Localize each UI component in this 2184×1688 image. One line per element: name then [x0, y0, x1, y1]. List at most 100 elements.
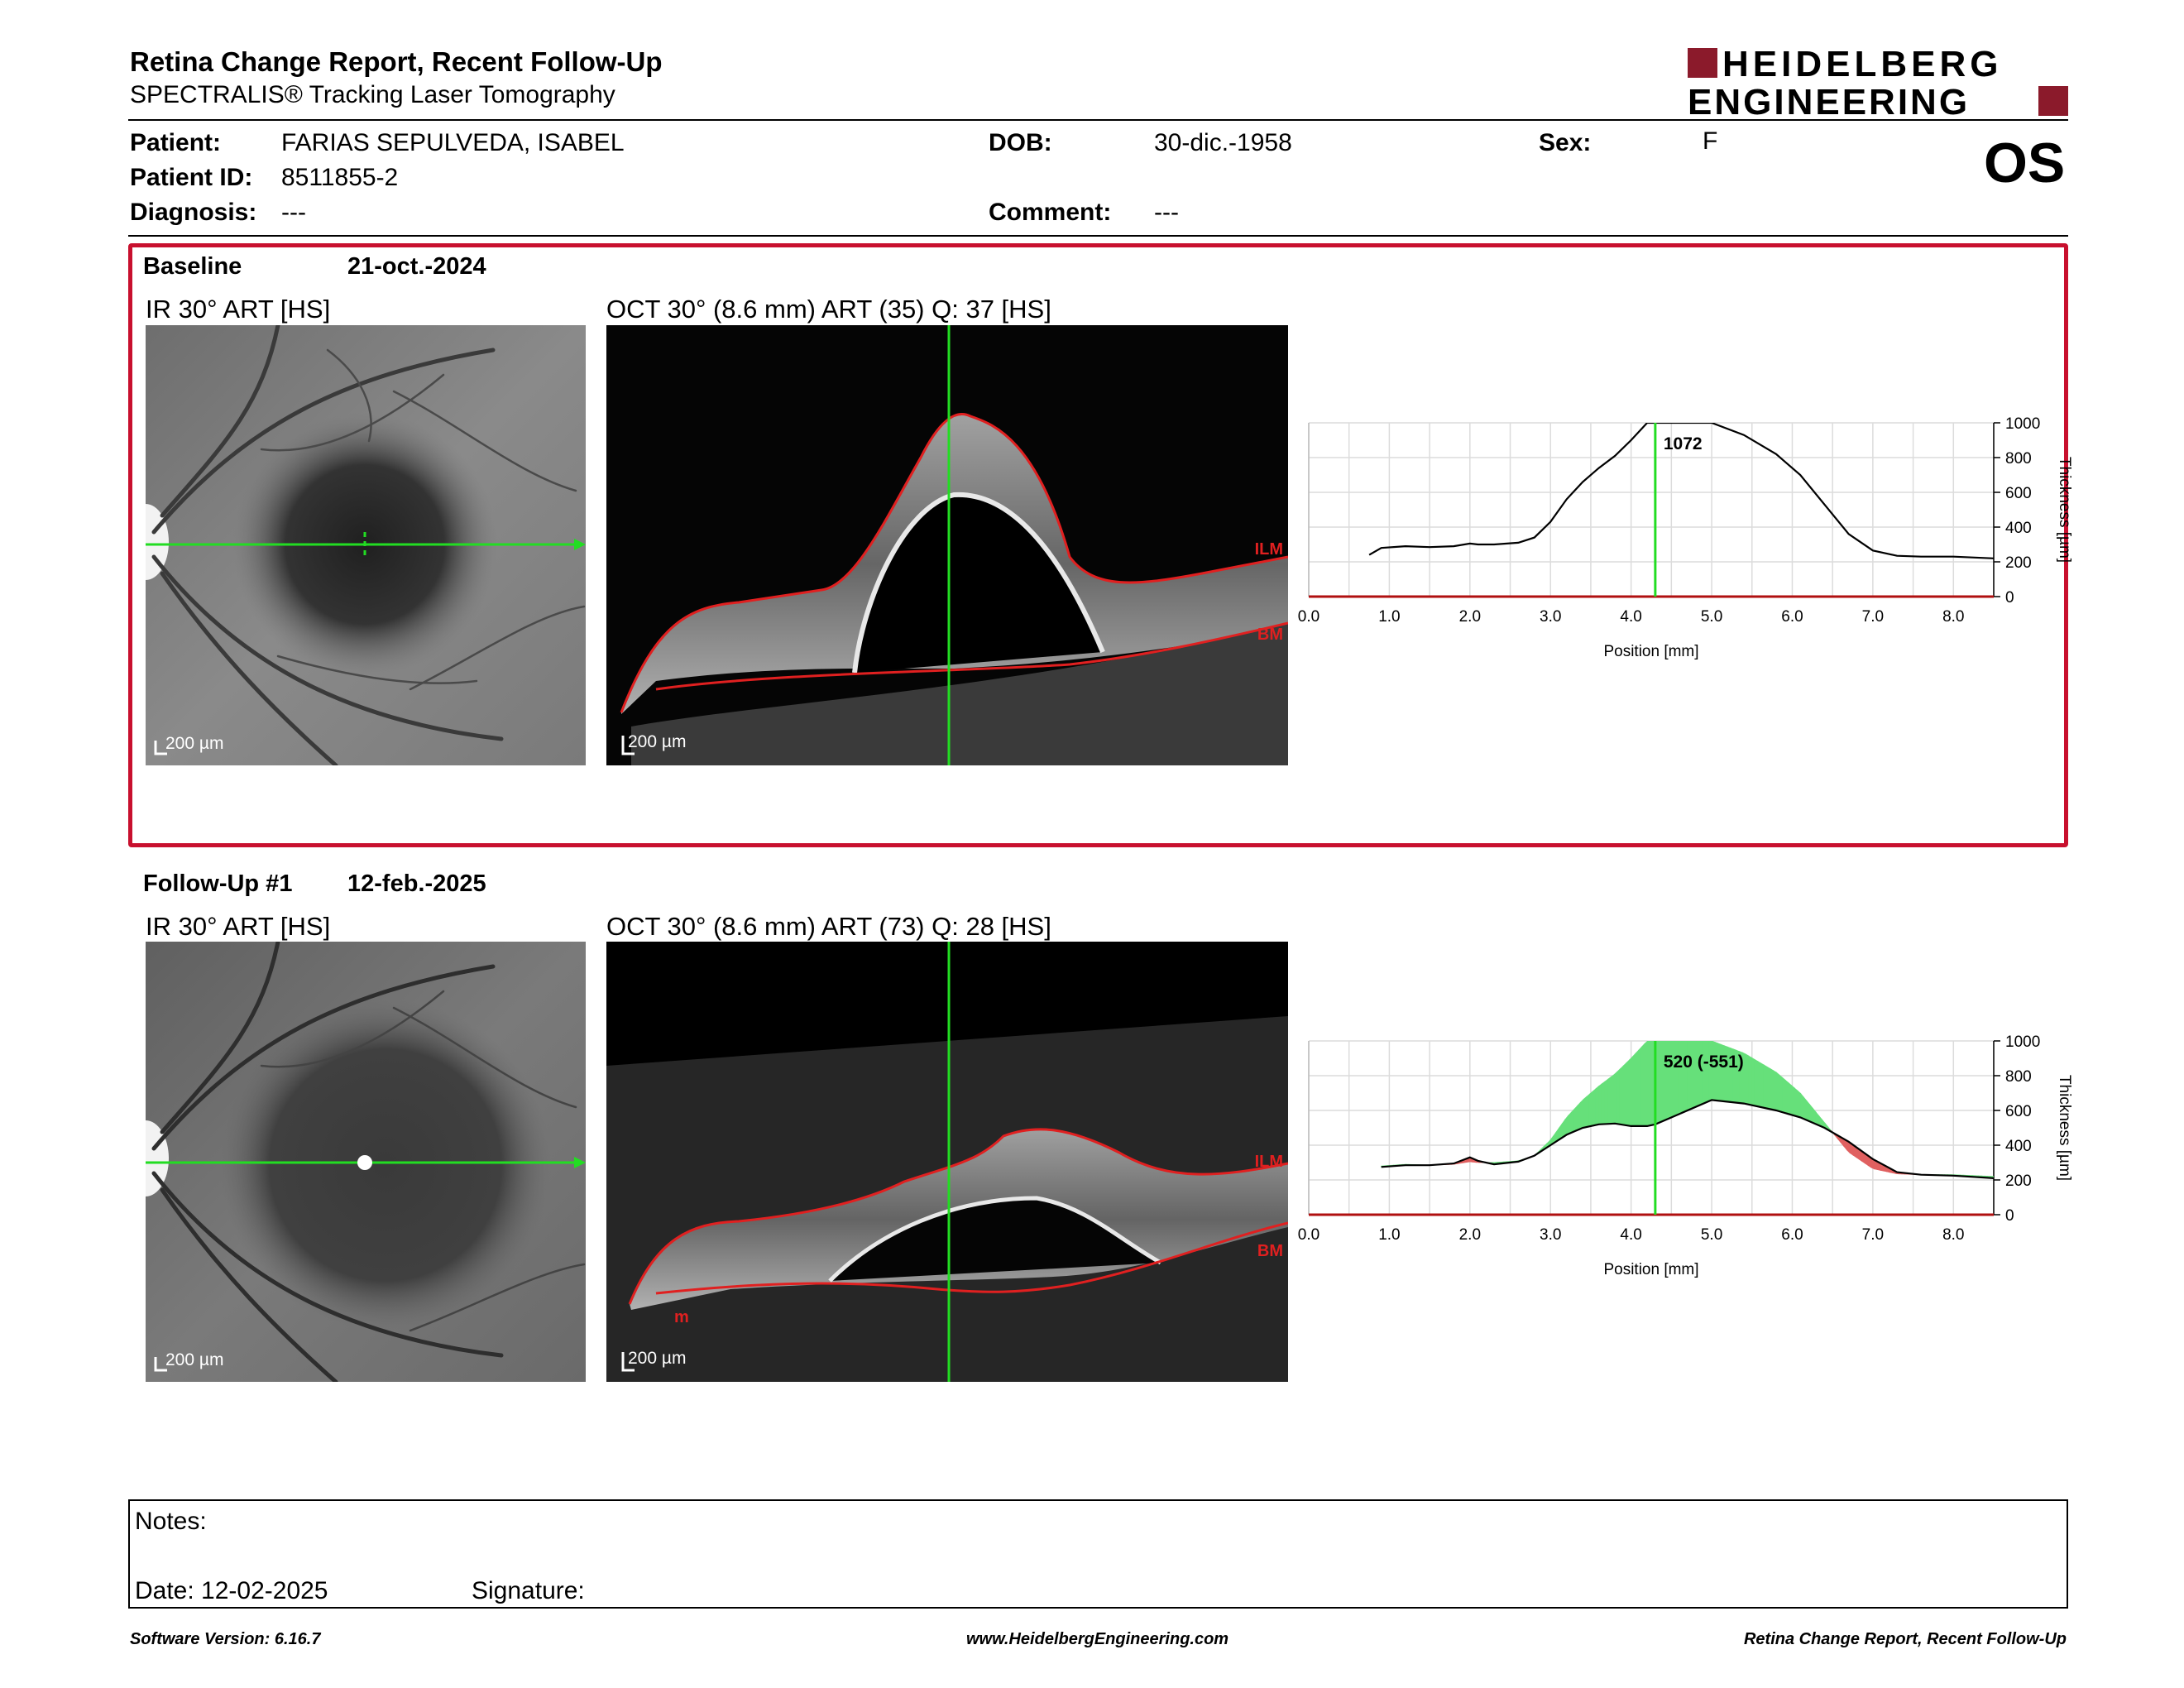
- followup-chart-xtick: 7.0: [1862, 1226, 1884, 1244]
- followup-date: 12-feb.-2025: [347, 870, 486, 897]
- followup-chart-diff-fill: [1782, 1077, 1786, 1114]
- followup-chart-xtick: 2.0: [1459, 1226, 1481, 1244]
- sex-value: F: [1703, 127, 1718, 155]
- followup-chart-diff-fill: [1702, 1041, 1707, 1105]
- followup-chart-diff-fill: [1794, 1087, 1798, 1118]
- patient-label: Patient:: [130, 129, 222, 156]
- followup-chart-diff-fill: [1622, 1062, 1627, 1126]
- followup-chart-diff-fill: [1784, 1079, 1789, 1115]
- diagnosis-label: Diagnosis:: [130, 199, 257, 226]
- followup-chart-diff-fill: [1631, 1053, 1636, 1127]
- sex-label: Sex:: [1539, 129, 1592, 156]
- followup-ir-fundus-image[interactable]: 200 µm: [146, 942, 586, 1382]
- baseline-chart-xlabel: Position [mm]: [1603, 643, 1698, 660]
- followup-oct-bscan[interactable]: ILM BM m 200 µm: [606, 942, 1288, 1382]
- logo-line1: HEIDELBERG: [1722, 45, 2002, 84]
- followup-chart-diff-fill: [1754, 1058, 1759, 1107]
- followup-chart-diff-fill: [1773, 1070, 1777, 1111]
- baseline-chart-xtick: 1.0: [1378, 608, 1400, 626]
- followup-chart-diff-fill: [1640, 1043, 1645, 1127]
- followup-chart-diff-fill: [1800, 1092, 1804, 1120]
- software-version: Software Version: 6.16.7: [130, 1630, 321, 1648]
- followup-chart-diff-fill: [1656, 1041, 1660, 1125]
- followup-chart-ylabel: Thickness [µm]: [2056, 1075, 2073, 1181]
- followup-chart-diff-fill: [1788, 1081, 1793, 1115]
- baseline-ir-scale: 200 µm: [165, 734, 223, 753]
- website-link[interactable]: www.HeidelbergEngineering.com: [966, 1630, 1229, 1648]
- followup-chart-diff-fill: [1684, 1041, 1688, 1113]
- followup-chart-diff-fill: [1687, 1041, 1691, 1111]
- baseline-oct-bscan[interactable]: ILM BM 200 µm: [606, 325, 1288, 765]
- header-divider: [128, 119, 2068, 121]
- followup-chart-xtick: 8.0: [1942, 1226, 1964, 1244]
- followup-chart-diff-fill: [1601, 1081, 1606, 1125]
- followup-chart-diff-fill: [1635, 1049, 1640, 1127]
- followup-chart-diff-fill: [1757, 1061, 1762, 1108]
- followup-chart-diff-fill: [1638, 1046, 1642, 1127]
- baseline-chart-ytick: 800: [2005, 450, 2032, 468]
- followup-chart-ytick: 1000: [2005, 1033, 2040, 1051]
- followup-chart-diff-fill: [1745, 1053, 1750, 1105]
- baseline-date: 21-oct.-2024: [347, 253, 486, 280]
- followup-chart-diff-fill: [1629, 1056, 1633, 1127]
- logo-line2: ENGINEERING: [1688, 82, 1970, 119]
- notes-date: Date: 12-02-2025: [135, 1577, 328, 1604]
- followup-chart-xtick: 0.0: [1298, 1226, 1320, 1244]
- followup-chart-diff-fill: [1705, 1041, 1710, 1104]
- followup-chart-diff-fill: [1619, 1065, 1624, 1125]
- heidelberg-logo: HEIDELBERG ENGINEERING: [1688, 45, 2068, 119]
- followup-chart-diff-fill: [1699, 1041, 1703, 1106]
- comment-label: Comment:: [989, 199, 1112, 226]
- baseline-ir-caption: IR 30° ART [HS]: [146, 295, 331, 324]
- followup-ir-scale: 200 µm: [165, 1350, 223, 1369]
- followup-chart-diff-fill: [1626, 1059, 1630, 1127]
- baseline-thickness-chart[interactable]: 0 200 400 600 800 1000 0.0 1.0 2.0 3.0 4.0 5.0 6.0 7.…: [1291, 410, 2085, 691]
- eye-laterality: OS: [1984, 132, 2066, 194]
- followup-chart-diff-fill: [1660, 1041, 1664, 1123]
- followup-chart-diff-fill: [1696, 1041, 1701, 1107]
- baseline-chart-ytick: 1000: [2005, 415, 2040, 433]
- followup-chart-ytick: 600: [2005, 1103, 2032, 1120]
- followup-chart-diff-fill: [1647, 1041, 1651, 1127]
- baseline-chart-xtick: 8.0: [1942, 608, 1964, 626]
- baseline-chart-xtick: 7.0: [1862, 608, 1884, 626]
- followup-chart-diff-fill: [1595, 1085, 1599, 1126]
- baseline-chart-xtick: 5.0: [1701, 608, 1722, 626]
- followup-chart-diff-fill: [1770, 1067, 1774, 1110]
- followup-chart-diff-fill: [1577, 1101, 1581, 1131]
- baseline-chart-cursor-value: 1072: [1664, 434, 1703, 453]
- followup-chart-xtick: 4.0: [1620, 1226, 1641, 1244]
- followup-chart-diff-fill: [1583, 1096, 1588, 1129]
- followup-chart-diff-fill: [1760, 1062, 1765, 1109]
- followup-thickness-chart[interactable]: 0 200 400 600 800 1000 0.0 1.0 2.0 3.0 4.0 5.0 6.0 7.…: [1291, 1028, 2085, 1309]
- followup-label: Follow-Up #1: [143, 870, 293, 897]
- followup-chart-diff-fill: [1644, 1041, 1649, 1127]
- signature-label: Signature:: [472, 1577, 585, 1604]
- followup-chart-xtick: 1.0: [1378, 1226, 1400, 1244]
- baseline-chart-xtick: 3.0: [1540, 608, 1561, 626]
- baseline-chart-xtick: 4.0: [1620, 608, 1641, 626]
- baseline-chart-xtick: 0.0: [1298, 608, 1320, 626]
- dob-label: DOB:: [989, 129, 1052, 156]
- followup-chart-diff-fill: [1806, 1100, 1811, 1123]
- baseline-chart-xtick: 2.0: [1459, 608, 1481, 626]
- followup-chart-diff-fill: [1690, 1041, 1694, 1110]
- baseline-chart-ylabel: Thickness [µm]: [2056, 457, 2073, 563]
- followup-chart-diff-fill: [1797, 1090, 1802, 1119]
- notes-label: Notes:: [135, 1508, 207, 1535]
- baseline-ir-fundus-image[interactable]: 200 µm: [146, 325, 586, 765]
- patient-id-label: Patient ID:: [130, 164, 253, 191]
- notes-box[interactable]: [128, 1499, 2068, 1609]
- followup-chart-diff-fill: [1803, 1096, 1808, 1121]
- baseline-oct-caption: OCT 30° (8.6 mm) ART (35) Q: 37 [HS]: [606, 295, 1051, 324]
- followup-bm-fragment: m: [674, 1308, 689, 1326]
- followup-chart-diff-fill: [1763, 1064, 1768, 1110]
- report-title: Retina Change Report, Recent Follow-Up: [130, 46, 663, 77]
- diagnosis-value: ---: [281, 199, 306, 226]
- followup-ilm-label: ILM: [1255, 1153, 1283, 1171]
- followup-chart-diff-fill: [1607, 1076, 1612, 1125]
- followup-chart-diff-fill: [1598, 1083, 1602, 1125]
- followup-chart-ytick: 200: [2005, 1172, 2032, 1190]
- followup-chart-diff-fill: [1766, 1066, 1771, 1110]
- baseline-ilm-label: ILM: [1255, 540, 1283, 559]
